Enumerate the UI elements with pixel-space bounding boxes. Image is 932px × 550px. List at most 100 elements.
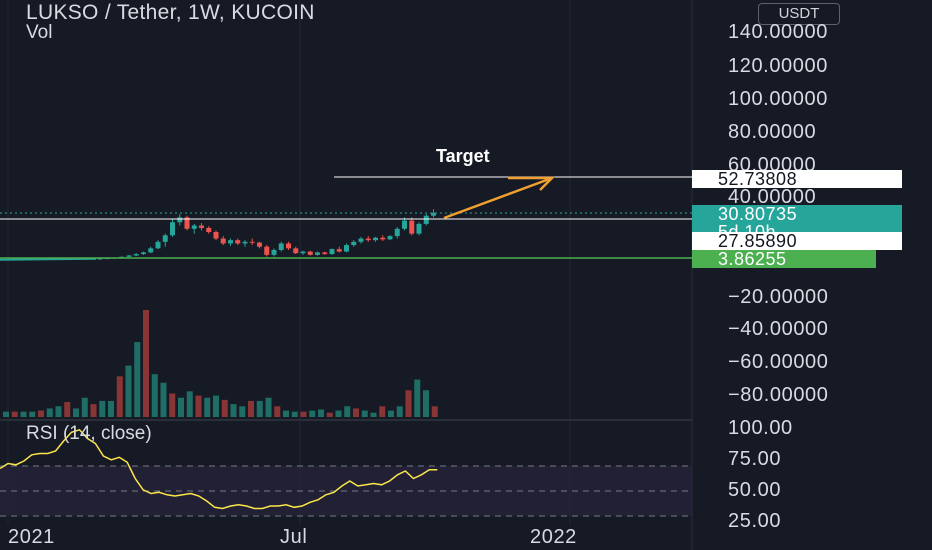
rsi-tick-label: 25.00 — [728, 510, 782, 532]
volume-bar — [300, 411, 307, 417]
candle-body — [365, 238, 371, 241]
chart-header: LUKSO / Tether, 1W, KUCOIN Vol — [26, 1, 315, 43]
price-tick-label: 40.00000 — [728, 186, 817, 208]
candle-body — [373, 237, 378, 241]
price-tick-label: −80.00000 — [728, 384, 829, 406]
volume-bar — [423, 390, 429, 417]
line-price-tag: 27.85890 — [692, 232, 902, 250]
volume-bar — [46, 408, 53, 417]
candle-body — [307, 251, 313, 255]
volume-bar — [29, 411, 36, 417]
volume-bar — [64, 402, 71, 417]
grid — [0, 0, 693, 550]
price-tick-label: 140.00000 — [728, 21, 828, 43]
volume-bar — [73, 408, 79, 417]
volume-bars — [3, 310, 438, 417]
volume-bar — [388, 410, 394, 417]
volume-bar — [55, 406, 62, 417]
last-price-value: 30.80735 — [718, 204, 798, 224]
volume-bar — [265, 397, 272, 417]
support-price-tag: 3.86255 — [692, 250, 876, 268]
volume-bar — [221, 399, 228, 417]
candle-body — [387, 236, 393, 240]
volume-bar — [344, 406, 351, 417]
candle-body — [148, 248, 154, 253]
volume-bar — [353, 408, 359, 417]
early-price-line — [0, 257, 97, 261]
rsi-label: RSI (14, close) — [26, 423, 152, 444]
currency-button[interactable]: USDT — [758, 3, 840, 25]
candle-body — [322, 252, 328, 255]
chart-title: LUKSO / Tether, 1W, KUCOIN — [26, 1, 315, 24]
candle-body — [242, 241, 248, 244]
target-price-value: 52.73808 — [718, 169, 798, 189]
rsi-series — [0, 428, 438, 510]
volume-bar — [11, 411, 18, 417]
volume-bar — [396, 406, 403, 417]
target-arrow — [443, 176, 556, 220]
candle-body — [228, 240, 233, 244]
volume-bar — [3, 411, 9, 417]
volume-bar — [204, 397, 211, 417]
candle-body — [380, 237, 386, 240]
candle-body — [431, 212, 436, 216]
target-arrow-head — [508, 176, 556, 191]
time-tick-label: 2022 — [530, 526, 577, 548]
volume-bar — [90, 404, 97, 417]
candle-body — [249, 241, 255, 243]
price-tick-label: −40.00000 — [728, 318, 829, 340]
candle-body — [191, 225, 197, 229]
volume-bar — [99, 400, 106, 417]
volume-bar — [213, 395, 219, 417]
candle-body — [300, 251, 306, 254]
volume-bar — [379, 406, 386, 417]
candle-body — [286, 243, 291, 249]
candle-body — [177, 217, 183, 223]
candle-body — [170, 222, 175, 236]
volume-bar — [134, 342, 141, 417]
time-tick-label: Jul — [280, 526, 308, 548]
candle-body — [141, 252, 146, 255]
price-tick-label: 80.00000 — [728, 121, 817, 143]
volume-bar — [116, 376, 123, 417]
volume-bar — [81, 397, 88, 417]
volume-bar — [108, 400, 114, 417]
candle-body — [416, 223, 422, 234]
candle-body — [257, 242, 262, 247]
volume-bar — [143, 310, 149, 417]
candle-body — [351, 241, 357, 246]
price-tick-label: −20.00000 — [728, 286, 829, 308]
volume-bar — [20, 411, 27, 417]
volume-bar — [291, 411, 298, 417]
candle-body — [329, 249, 335, 255]
price-tick-label: −60.00000 — [728, 351, 829, 373]
target-label: Target — [436, 146, 490, 166]
candle-body — [199, 225, 204, 228]
volume-bar — [256, 400, 263, 417]
volume-bar — [248, 400, 254, 417]
candle-body — [293, 248, 299, 254]
candle-body — [358, 238, 364, 242]
candle-body — [264, 246, 270, 255]
volume-bar — [283, 410, 289, 417]
candle-body — [271, 249, 277, 255]
rsi-line — [0, 428, 438, 510]
candlestick-series — [0, 209, 436, 261]
volume-bar — [38, 410, 44, 417]
rsi-tick-label: 100.00 — [728, 417, 793, 439]
volume-bar — [160, 382, 167, 417]
volume-bar — [361, 410, 368, 417]
time-tick-label: 2021 — [8, 526, 55, 548]
volume-label: Vol — [26, 22, 53, 43]
volume-bar — [239, 406, 246, 417]
candle-body — [402, 220, 407, 229]
candle-body — [133, 254, 139, 256]
rsi-band — [0, 465, 692, 517]
candle-body — [126, 255, 132, 257]
volume-bar — [370, 412, 377, 417]
candle-body — [213, 232, 219, 239]
candle-body — [423, 215, 429, 224]
target-arrow-shaft — [443, 176, 553, 220]
volume-bar — [178, 397, 184, 417]
